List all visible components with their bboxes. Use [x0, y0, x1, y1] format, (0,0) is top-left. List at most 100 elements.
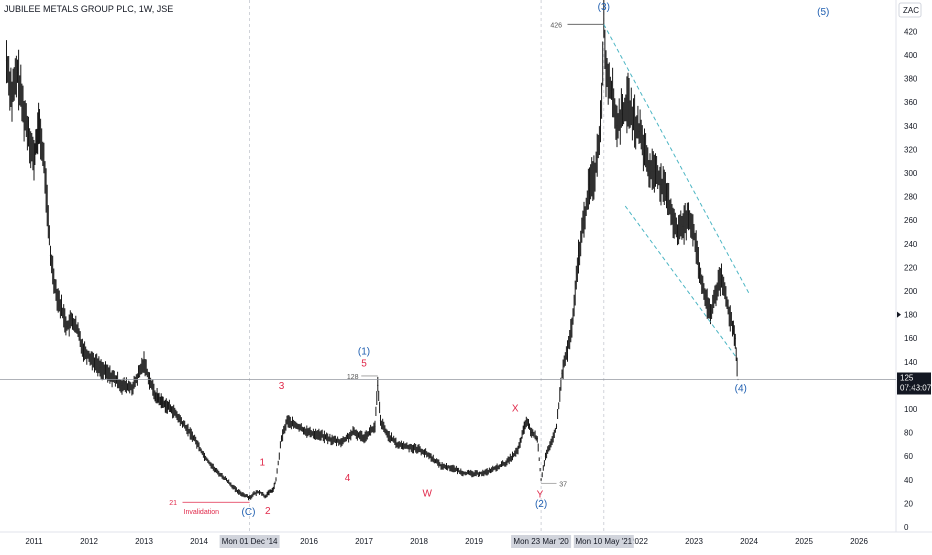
- price-point: [540, 479, 542, 481]
- price-point: [253, 493, 255, 495]
- price-point: [588, 184, 591, 186]
- price-point: [693, 231, 695, 233]
- price-point: [77, 331, 79, 333]
- price-point: [44, 172, 46, 174]
- x-highlight-label: Mon 01 Dec '14: [222, 537, 278, 546]
- price-point: [88, 355, 90, 357]
- price-point: [192, 436, 195, 438]
- channel-upper: [603, 24, 750, 294]
- price-point: [550, 443, 552, 445]
- x-tick-label: 2018: [410, 537, 428, 546]
- price-point: [566, 349, 569, 351]
- price-point: [687, 213, 690, 215]
- y-tick-label: 160: [904, 334, 918, 343]
- price-point: [495, 467, 497, 469]
- price-point: [583, 219, 585, 221]
- price-point: [462, 472, 464, 474]
- y-axis-panel[interactable]: ZAC: [0, 0, 932, 533]
- price-point: [49, 255, 52, 257]
- y-tick-label: 80: [904, 429, 913, 438]
- price-bars: [6, 0, 738, 501]
- price-point: [27, 131, 30, 133]
- price-point: [720, 278, 723, 280]
- price-point: [82, 349, 85, 351]
- x-tick-label: 2019: [465, 537, 483, 546]
- y-tick-label: 400: [904, 51, 918, 60]
- price-point: [66, 325, 68, 327]
- channel-lower: [624, 205, 736, 357]
- price-point: [704, 296, 706, 298]
- price-point: [525, 420, 527, 422]
- price-point: [379, 420, 382, 422]
- price-point: [731, 325, 734, 327]
- price-point: [599, 125, 602, 127]
- x-tick-label: 2022: [630, 537, 648, 546]
- wave-label-minor: 1: [259, 458, 265, 469]
- y-tick-label: 280: [904, 193, 918, 202]
- price-point: [203, 455, 206, 457]
- price-point: [143, 361, 145, 363]
- wave-label-minor: 4: [345, 473, 351, 484]
- wave-label-minor: 2: [265, 506, 271, 517]
- price-point: [407, 446, 409, 448]
- price-point: [638, 131, 640, 133]
- y-tick-label: 300: [904, 169, 918, 178]
- price-point: [272, 488, 274, 490]
- x-highlight-bg: [219, 535, 280, 548]
- x-tick-label: 2017: [355, 537, 373, 546]
- y-tick-label: 140: [904, 358, 918, 367]
- x-tick-label: 2012: [80, 537, 98, 546]
- y-axis-ticks: 0 20 40 60 80 100 120 140 160 180 200 220 240 260 280 3…: [904, 27, 918, 532]
- price-point: [249, 496, 251, 499]
- price-point: [385, 432, 387, 434]
- price-point: [341, 441, 343, 443]
- price-point: [643, 148, 646, 150]
- price-point: [649, 172, 651, 174]
- y-tick-label: 20: [904, 499, 913, 508]
- y-tick-label: 0: [904, 523, 909, 532]
- price-point: [572, 319, 574, 322]
- y-tick-label: 120: [904, 381, 918, 390]
- price-point: [319, 434, 321, 436]
- price-point: [654, 166, 657, 168]
- price-point: [154, 394, 156, 396]
- wave-label-minor: 5: [361, 359, 367, 370]
- price-point: [632, 119, 635, 121]
- price-point: [473, 473, 475, 475]
- price-point: [734, 337, 736, 339]
- wave-label-minor: Y: [537, 490, 544, 501]
- price-point: [396, 443, 398, 445]
- price-point: [451, 467, 453, 469]
- price-point: [280, 437, 283, 440]
- x-tick-label: 2016: [300, 537, 318, 546]
- price-point: [170, 408, 173, 410]
- gridlines: [249, 0, 605, 532]
- y-tick-label: 180: [904, 311, 918, 320]
- price-point: [60, 308, 63, 310]
- price-point: [286, 420, 288, 422]
- y-tick-label: 60: [904, 452, 913, 461]
- price-point: [214, 469, 217, 471]
- x-tick-label: 2024: [740, 537, 758, 546]
- currency-label: ZAC: [903, 6, 919, 15]
- price-point: [110, 375, 112, 377]
- wave-label-major: (3): [598, 2, 610, 13]
- price-point: [484, 472, 486, 474]
- price-point: [99, 367, 101, 369]
- price-point: [297, 426, 299, 428]
- price-point: [55, 290, 57, 292]
- price-point: [330, 439, 332, 441]
- y-tick-label: 200: [904, 287, 918, 296]
- price-point: [671, 213, 673, 215]
- peak-price: 426: [550, 22, 562, 29]
- price-point: [5, 60, 8, 62]
- price-point: [264, 495, 266, 497]
- price-point: [544, 455, 547, 457]
- price-point: [517, 449, 519, 451]
- price-point: [236, 491, 239, 493]
- x-highlight-bg: [573, 535, 634, 548]
- current-price-countdown: 07:43:07: [900, 384, 932, 393]
- price-point: [594, 172, 596, 174]
